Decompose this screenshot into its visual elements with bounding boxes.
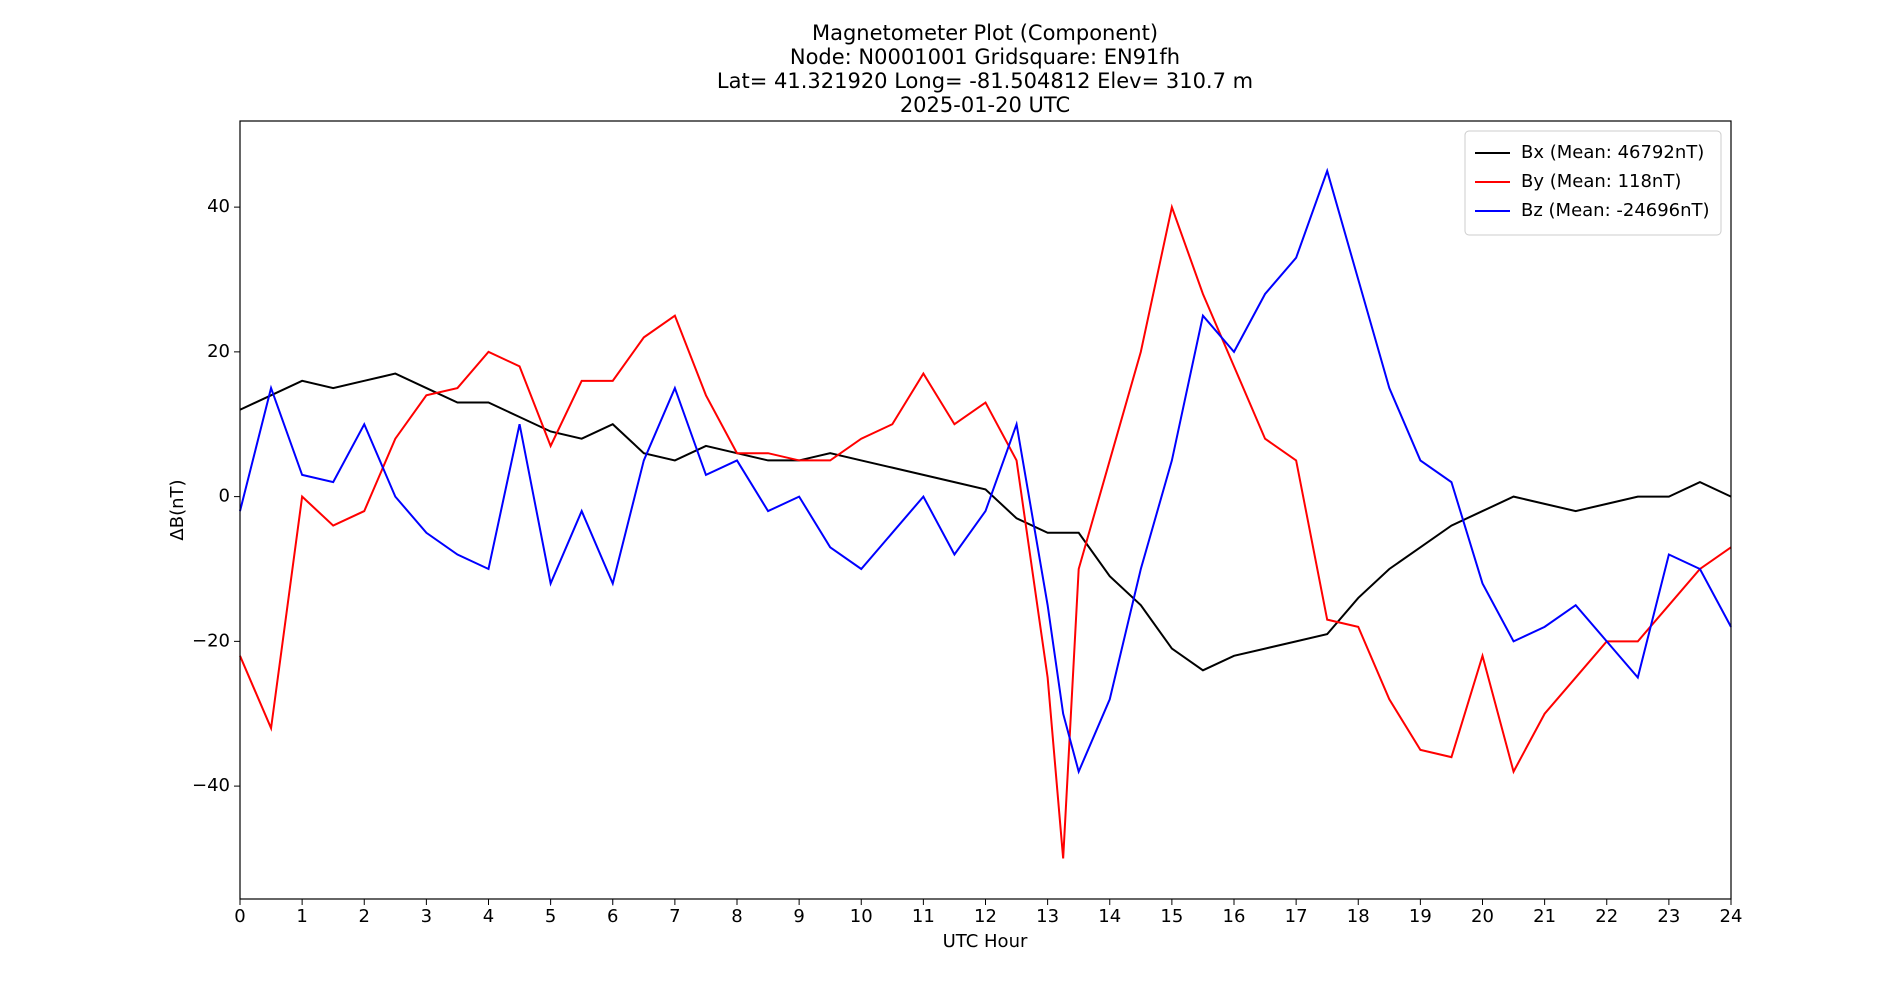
x-tick-label: 14: [1098, 906, 1121, 927]
x-axis-label: UTC Hour: [943, 931, 1028, 952]
x-tick-label: 13: [1036, 906, 1059, 927]
x-tick-label: 10: [850, 906, 873, 927]
x-tick-label: 21: [1533, 906, 1556, 927]
x-tick-label: 16: [1223, 906, 1246, 927]
data-line: [239, 372, 1732, 672]
x-tick-label: 1: [296, 906, 307, 927]
x-tick-label: 0: [234, 906, 245, 927]
x-tick-label: 8: [731, 906, 742, 927]
x-tick-label: 20: [1471, 906, 1494, 927]
legend-box: [1464, 130, 1722, 236]
x-tick-label: 15: [1160, 906, 1183, 927]
chart-title: 2025-01-20 UTC: [900, 93, 1070, 117]
x-tick-label: 3: [421, 906, 432, 927]
chart-title: Lat= 41.321920 Long= -81.504812 Elev= 31…: [717, 69, 1253, 93]
y-axis-label: ΔB(nT): [167, 479, 188, 540]
x-tick-label: 11: [912, 906, 935, 927]
x-tick-label: 17: [1285, 906, 1308, 927]
legend-label: By (Mean: 118nT): [1521, 171, 1681, 192]
x-tick-label: 5: [545, 906, 556, 927]
x-tick-label: 6: [607, 906, 618, 927]
x-tick-label: 19: [1409, 906, 1432, 927]
x-tick-label: 18: [1347, 906, 1370, 927]
legend-label: Bz (Mean: -24696nT): [1521, 200, 1710, 221]
x-tick-label: 12: [974, 906, 997, 927]
data-line: [239, 167, 1732, 775]
y-tick-label: −40: [192, 775, 230, 796]
legend-label: Bx (Mean: 46792nT): [1521, 142, 1704, 163]
x-tick-label: 24: [1720, 906, 1743, 927]
x-tick-label: 4: [483, 906, 494, 927]
x-tick-label: 7: [669, 906, 680, 927]
x-tick-label: 22: [1595, 906, 1618, 927]
x-tick-label: 9: [793, 906, 804, 927]
y-tick-label: 0: [219, 486, 230, 507]
y-tick-label: 40: [207, 196, 230, 217]
plot-frame: [239, 120, 1732, 900]
chart-title: Magnetometer Plot (Component): [812, 21, 1158, 45]
y-tick-label: 20: [207, 341, 230, 362]
chart-title: Node: N0001001 Gridsquare: EN91fh: [790, 45, 1180, 69]
data-line: [239, 203, 1732, 859]
y-tick-label: −20: [192, 630, 230, 651]
x-tick-label: 2: [359, 906, 370, 927]
x-tick-label: 23: [1657, 906, 1680, 927]
